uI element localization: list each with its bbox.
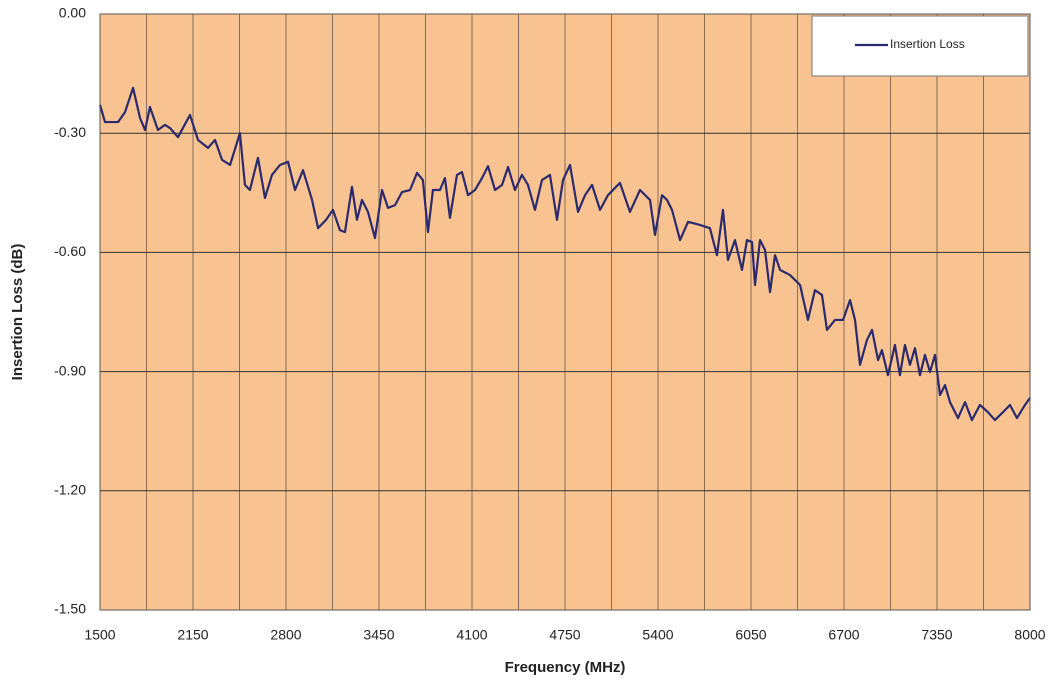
y-tick-label: -0.30 bbox=[54, 124, 86, 140]
x-tick-label: 1500 bbox=[84, 627, 115, 643]
y-tick-label: 0.00 bbox=[59, 5, 86, 21]
legend-label: Insertion Loss bbox=[890, 37, 965, 51]
x-tick-label: 7350 bbox=[921, 627, 952, 643]
x-tick-label: 4750 bbox=[549, 627, 580, 643]
y-tick-label: -0.90 bbox=[54, 362, 86, 378]
x-tick-label: 2800 bbox=[270, 627, 301, 643]
x-tick-label: 5400 bbox=[642, 627, 673, 643]
x-axis-title: Frequency (MHz) bbox=[505, 659, 626, 676]
y-tick-label: -0.60 bbox=[54, 243, 86, 259]
plot-frame bbox=[99, 13, 1031, 611]
x-tick-label: 4100 bbox=[456, 627, 487, 643]
x-tick-label: 2150 bbox=[177, 627, 208, 643]
legend-box bbox=[811, 15, 1029, 77]
x-tick-label: 3450 bbox=[363, 627, 394, 643]
y-axis-title: Insertion Loss (dB) bbox=[9, 244, 26, 381]
x-tick-label: 6700 bbox=[828, 627, 859, 643]
data-line bbox=[98, 86, 1031, 422]
x-tick-label: 8000 bbox=[1014, 627, 1045, 643]
legend: Insertion Loss bbox=[811, 15, 1029, 77]
y-tick-label: -1.50 bbox=[54, 601, 86, 617]
x-tick-label: 6050 bbox=[735, 627, 766, 643]
y-tick-label: -1.20 bbox=[54, 482, 86, 498]
